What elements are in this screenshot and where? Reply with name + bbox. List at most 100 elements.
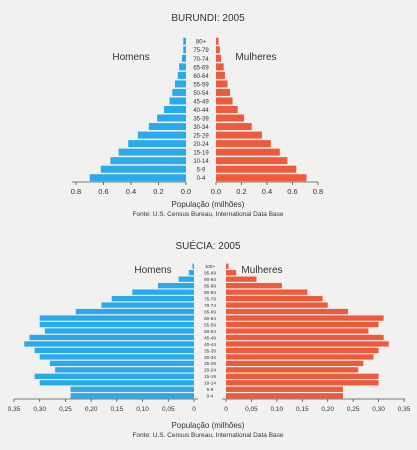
s-female-bar-6 [226,354,374,360]
suecia-source: Fonte: U.S. Census Bureau, International… [132,432,283,439]
s-female-bar-14 [226,302,328,308]
s-male-bar-5 [50,360,194,367]
b-age-label-8: 40-44 [193,108,209,114]
b-tick-label-6: 0.2 [236,187,246,196]
s-male-bar-14 [101,302,194,308]
suecia-pyramid: SUÉCIA: 2005 Homens Mulheres 0-4 5-910-14… [8,239,411,439]
burundi-pyramid: BURUNDI: 2005 Homens Mulheres 0-4 5-9 10-1… [71,13,323,218]
s-female-bar-18 [226,276,257,282]
b-age-label-4: 20-24 [193,142,209,148]
b-female-bar-14 [216,54,222,62]
s-male-bar-0 [70,393,194,399]
s-female-bar-1 [226,386,343,392]
s-male-bar-2 [39,380,194,386]
s-female-bar-9 [226,334,384,341]
suecia-legend-homens: Homens [134,265,171,276]
burundi-xlabel: População (milhões) [172,200,245,209]
s-age-label-5: 25-29 [204,361,216,366]
b-age-label-11: 55-59 [193,82,209,88]
b-male-bar-5 [137,131,186,139]
b-male-bar-11 [175,80,186,88]
b-age-label-3: 15-19 [193,151,209,157]
b-female-bar-10 [216,88,231,96]
s-male-bar-19 [188,270,194,276]
b-male-bar-6 [148,123,186,131]
b-male-bar-7 [157,114,186,122]
s-age-label-12: 60-64 [204,316,216,321]
s-tick-label-7: 0 [192,406,196,413]
b-male-bar-10 [172,88,186,96]
s-tick-label-4: 0,15 [111,406,124,413]
s-age-label-1: 5-9 [207,387,214,392]
burundi-age-labels: 0-4 5-9 10-14 15-19 20-24 25-29 30-34 35-39 40-4… [193,40,209,182]
b-female-bar-16 [216,37,219,45]
s-tick-label-1: 0,30 [33,406,46,413]
burundi-tick-labels: 0.8 0.6 0.4 0.2 0.0 0.0 0.2 0.4 0.6 0.8 [71,182,323,196]
s-age-label-9: 45-49 [204,335,216,340]
s-male-bar-8 [24,341,194,347]
s-female-bar-3 [226,373,379,379]
s-male-bar-9 [29,334,194,341]
s-age-label-19: 95-99 [204,271,216,276]
suecia-legend-mulheres: Mulheres [241,265,282,276]
s-tick-label-13: 0,25 [347,406,360,413]
s-tick-label-3: 0,20 [85,406,98,413]
b-age-label-12: 60-64 [193,74,209,80]
b-age-label-10: 50-54 [193,91,209,97]
s-female-bar-13 [226,308,349,315]
s-age-label-4: 20-24 [204,368,216,373]
b-tick-label-2: 0.4 [126,187,136,196]
b-tick-label-8: 0.6 [287,187,297,196]
s-age-label-0: 0-4 [207,394,214,399]
s-female-bar-12 [226,315,384,321]
s-tick-label-5: 0,10 [136,406,149,413]
s-male-bar-6 [39,354,194,360]
suecia-male-bars [24,263,195,399]
s-tick-label-6: 0,05 [162,406,175,413]
s-age-label-7: 35-39 [204,348,216,353]
b-female-bar-7 [216,114,245,122]
s-male-bar-1 [70,386,194,392]
burundi-male-bars [89,37,186,182]
s-age-label-6: 30-34 [204,355,216,360]
burundi-female-bars [216,37,307,182]
s-age-label-17: 85-89 [204,284,216,289]
s-tick-label-8: 0 [224,406,228,413]
s-tick-label-9: 0,05 [245,406,258,413]
b-male-bar-12 [177,71,186,79]
s-male-bar-15 [111,295,194,302]
b-female-bar-6 [216,123,252,131]
s-tick-label-15: 0,35 [398,406,411,413]
s-age-label-20: 100+ [205,264,216,269]
b-age-label-9: 45-49 [193,99,209,105]
b-tick-label-5: 0.0 [211,187,221,196]
b-male-bar-16 [183,37,186,45]
s-age-label-15: 75-79 [204,296,216,301]
suecia-title: SUÉCIA: 2005 [175,239,240,252]
b-tick-label-3: 0.2 [153,187,163,196]
s-age-label-13: 65-69 [204,309,216,314]
b-female-bar-1 [216,165,297,173]
b-male-bar-2 [110,157,186,165]
b-age-label-5: 25-29 [193,134,209,140]
b-male-bar-13 [179,63,186,71]
s-tick-label-0: 0,35 [8,406,21,413]
s-female-bar-11 [226,321,379,328]
b-tick-label-4: 0.0 [181,187,191,196]
b-female-bar-5 [216,131,262,139]
suecia-tick-labels: 0,35 0,30 0,25 0,20 0,15 0,10 0,05 0 0 0,05 0,10 0,… [8,399,411,413]
s-age-label-8: 40-44 [204,342,216,347]
s-female-bar-16 [226,289,308,295]
s-age-label-2: 10-14 [204,381,216,386]
b-female-bar-13 [216,63,224,71]
b-female-bar-12 [216,71,225,79]
s-male-bar-10 [44,328,194,334]
s-male-bar-18 [178,276,194,282]
s-tick-label-14: 0,30 [372,406,385,413]
b-age-label-2: 10-14 [193,159,209,165]
s-female-bar-15 [226,295,323,302]
s-male-bar-7 [34,347,195,354]
b-female-bar-9 [216,97,233,105]
